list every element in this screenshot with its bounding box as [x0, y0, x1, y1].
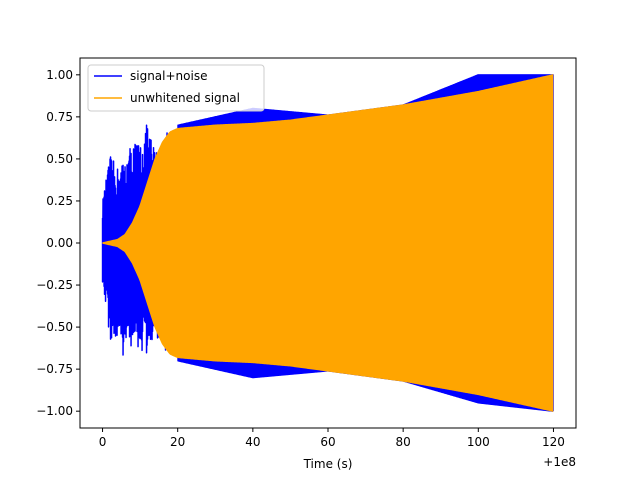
series-unwhitened-signal-band — [102, 74, 554, 412]
x-tick-label: 0 — [99, 435, 107, 449]
legend-entry-label: unwhitened signal — [130, 91, 240, 105]
plot-area — [101, 74, 554, 412]
x-axis-label: Time (s) — [303, 457, 353, 471]
x-tick-label: 40 — [245, 435, 260, 449]
y-tick-label: 0.50 — [46, 152, 73, 166]
y-tick-label: −1.00 — [36, 404, 73, 418]
y-tick-label: −0.75 — [36, 362, 73, 376]
x-tick-label: 80 — [396, 435, 411, 449]
x-tick-label: 120 — [542, 435, 565, 449]
axes: 0 20 40 60 80 100 120 −1.00 −0.75 −0.50 −0.25 0.00 0… — [36, 57, 577, 449]
legend-entry-label: signal+noise — [130, 69, 207, 83]
y-tick-label: −0.25 — [36, 278, 73, 292]
x-tick-label: 100 — [467, 435, 490, 449]
legend-box — [87, 64, 265, 112]
legend: signal+noise unwhitened signal — [87, 64, 265, 112]
y-tick-label: −0.50 — [36, 320, 73, 334]
y-tick-label: 0.25 — [46, 194, 73, 208]
y-tick-label: 1.00 — [46, 68, 73, 82]
x-axis-offset-label: +1e8 — [543, 455, 576, 469]
series-group — [101, 74, 554, 412]
x-tick-label: 20 — [170, 435, 185, 449]
y-tick-label: 0.75 — [46, 110, 73, 124]
y-tick-label: 0.00 — [46, 236, 73, 250]
x-tick-label: 60 — [320, 435, 335, 449]
